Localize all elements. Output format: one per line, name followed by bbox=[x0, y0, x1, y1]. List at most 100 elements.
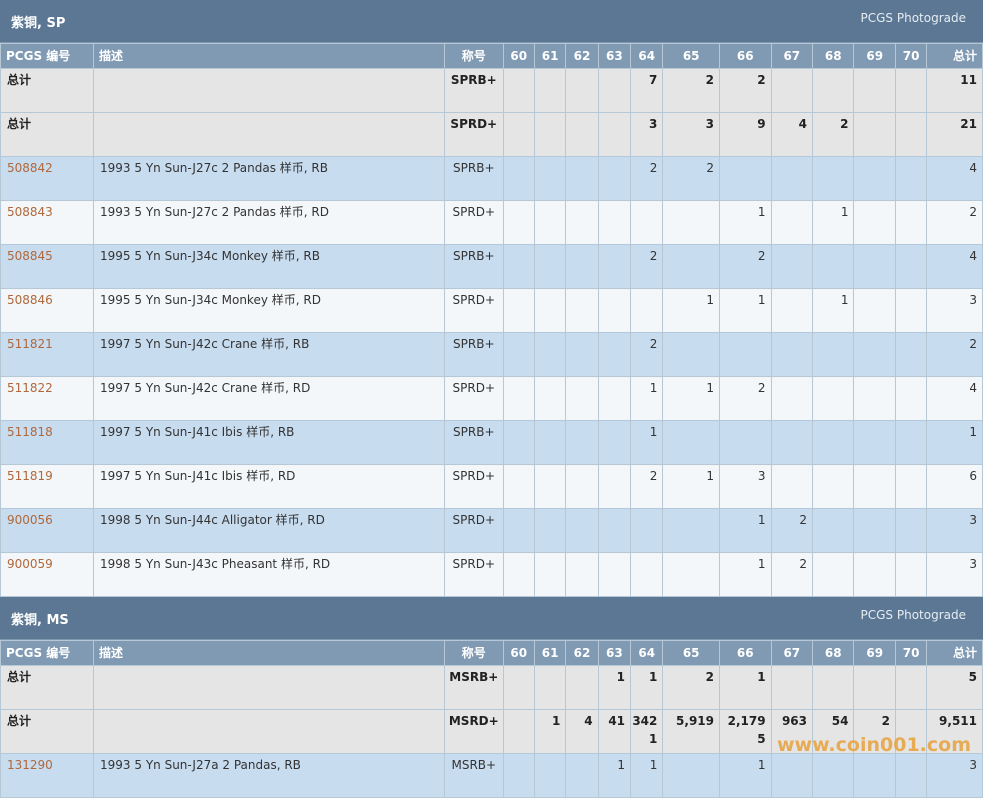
grade-count-cell bbox=[630, 508, 664, 553]
column-header[interactable]: 66 bbox=[719, 43, 772, 69]
pcgs-number-link[interactable]: 508845 bbox=[7, 249, 53, 263]
grade-count-cell bbox=[502, 244, 535, 289]
column-header[interactable]: 65 bbox=[662, 640, 720, 666]
pcgs-number-link[interactable]: 511821 bbox=[7, 337, 53, 351]
description-cell: 1993 5 Yn Sun-J27c 2 Pandas 样币, RB bbox=[93, 156, 445, 201]
grade-count-cell: 1 bbox=[630, 376, 664, 421]
pcgs-number-cell: 900059 bbox=[0, 552, 95, 597]
column-header[interactable]: 描述 bbox=[93, 43, 445, 69]
grade-count-cell bbox=[533, 68, 567, 113]
grade-count-cell bbox=[812, 665, 855, 710]
row-total-cell: 3 bbox=[926, 552, 983, 597]
grade-count-cell bbox=[812, 508, 855, 553]
description-cell bbox=[93, 709, 445, 754]
description-cell bbox=[93, 665, 445, 710]
column-header[interactable]: 65 bbox=[662, 43, 720, 69]
pcgs-number-link[interactable]: 508842 bbox=[7, 161, 53, 175]
photograde-link[interactable]: PCGS Photograde bbox=[860, 608, 966, 622]
grade-count-cell bbox=[565, 156, 599, 201]
grade-count-cell bbox=[502, 156, 535, 201]
pcgs-number-link[interactable]: 508846 bbox=[7, 293, 53, 307]
section-header: 紫铜, SP PCGS Photograde bbox=[0, 0, 983, 43]
header-row: PCGS 编号 描述 称号 60 61 62 63 64 65 66 67 68 69 70 总计 bbox=[0, 43, 983, 69]
column-header[interactable]: 67 bbox=[770, 43, 814, 69]
designation-cell: SPRB+ bbox=[443, 420, 504, 465]
column-header[interactable]: PCGS 编号 bbox=[0, 43, 95, 69]
column-header[interactable]: 60 bbox=[502, 43, 535, 69]
column-header[interactable]: 64 bbox=[630, 640, 664, 666]
grade-count-cell bbox=[533, 464, 567, 509]
grade-count-cell bbox=[894, 200, 928, 245]
pcgs-number-link[interactable]: 131290 bbox=[7, 758, 53, 772]
grade-count-cell bbox=[502, 112, 535, 157]
designation-cell: SPRD+ bbox=[443, 200, 504, 245]
grade-count-cell: 2 bbox=[630, 332, 664, 377]
total-row: 总计 SPRB+ 7 2 2 11 bbox=[0, 68, 983, 113]
column-header[interactable]: 69 bbox=[853, 640, 896, 666]
total-row: 总计 MSRB+ 1 1 2 1 5 bbox=[0, 665, 983, 710]
column-header[interactable]: 63 bbox=[597, 640, 632, 666]
grade-count-cell bbox=[597, 376, 632, 421]
grade-count-cell: 4 bbox=[565, 709, 599, 754]
pcgs-number-link[interactable]: 511822 bbox=[7, 381, 53, 395]
designation-cell: MSRB+ bbox=[443, 753, 504, 798]
row-total-cell: 21 bbox=[926, 112, 983, 157]
column-header[interactable]: 67 bbox=[770, 640, 814, 666]
grade-count-cell bbox=[565, 244, 599, 289]
column-header[interactable]: 66 bbox=[719, 640, 772, 666]
column-header[interactable]: 总计 bbox=[926, 43, 983, 69]
grade-count-cell: 1 bbox=[812, 200, 855, 245]
column-header[interactable]: 称号 bbox=[443, 640, 504, 666]
grade-count-cell bbox=[662, 332, 720, 377]
grade-count-cell: 2 bbox=[630, 244, 664, 289]
grade-count-cell bbox=[812, 552, 855, 597]
grade-count-cell bbox=[565, 552, 599, 597]
watermark: www.coin001.com bbox=[776, 734, 971, 756]
grade-count-cell bbox=[597, 156, 632, 201]
grade-count-cell bbox=[565, 753, 599, 798]
column-header[interactable]: 70 bbox=[894, 43, 928, 69]
column-header[interactable]: 63 bbox=[597, 43, 632, 69]
table-row: 508843 1993 5 Yn Sun-J27c 2 Pandas 样币, RD… bbox=[0, 200, 983, 245]
pcgs-number-cell: 508842 bbox=[0, 156, 95, 201]
designation-cell: SPRD+ bbox=[443, 552, 504, 597]
column-header[interactable]: 总计 bbox=[926, 640, 983, 666]
grade-count-cell bbox=[565, 288, 599, 333]
section-title: 紫铜, MS bbox=[11, 613, 69, 628]
grade-count-cell bbox=[662, 244, 720, 289]
column-header[interactable]: 68 bbox=[812, 43, 855, 69]
grade-count-cell bbox=[894, 709, 928, 754]
pcgs-number-link[interactable]: 511818 bbox=[7, 425, 53, 439]
column-header[interactable]: 64 bbox=[630, 43, 664, 69]
grade-count-cell bbox=[533, 244, 567, 289]
grade-count-cell: 54 bbox=[812, 709, 855, 754]
pcgs-number-link[interactable]: 900059 bbox=[7, 557, 53, 571]
column-header[interactable]: 称号 bbox=[443, 43, 504, 69]
column-header[interactable]: 61 bbox=[533, 43, 567, 69]
row-total-cell: 5 bbox=[926, 665, 983, 710]
column-header[interactable]: 70 bbox=[894, 640, 928, 666]
column-header[interactable]: PCGS 编号 bbox=[0, 640, 95, 666]
pcgs-number-link[interactable]: 511819 bbox=[7, 469, 53, 483]
grade-count-cell: 1 bbox=[719, 665, 772, 710]
pcgs-number-link[interactable]: 900056 bbox=[7, 513, 53, 527]
grade-count-cell bbox=[894, 156, 928, 201]
grade-count-cell bbox=[597, 200, 632, 245]
column-header[interactable]: 62 bbox=[565, 640, 599, 666]
column-header[interactable]: 69 bbox=[853, 43, 896, 69]
grade-count-cell bbox=[770, 665, 814, 710]
grade-count-cell bbox=[630, 200, 664, 245]
photograde-link[interactable]: PCGS Photograde bbox=[860, 11, 966, 25]
row-total-cell: 3 bbox=[926, 508, 983, 553]
column-header[interactable]: 描述 bbox=[93, 640, 445, 666]
grade-count-cell bbox=[719, 420, 772, 465]
grade-count-cell bbox=[894, 508, 928, 553]
column-header[interactable]: 62 bbox=[565, 43, 599, 69]
pcgs-number-link[interactable]: 508843 bbox=[7, 205, 53, 219]
column-header[interactable]: 60 bbox=[502, 640, 535, 666]
table-row: 900059 1998 5 Yn Sun-J43c Pheasant 样币, RD… bbox=[0, 552, 983, 597]
column-header[interactable]: 61 bbox=[533, 640, 567, 666]
grade-count-cell bbox=[502, 68, 535, 113]
row-total-cell: 1 bbox=[926, 420, 983, 465]
column-header[interactable]: 68 bbox=[812, 640, 855, 666]
